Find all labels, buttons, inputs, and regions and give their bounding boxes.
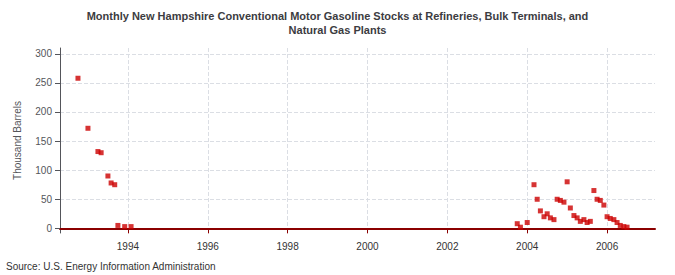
svg-text:2006: 2006: [596, 241, 619, 252]
svg-text:1998: 1998: [276, 241, 299, 252]
svg-text:1994: 1994: [117, 241, 140, 252]
svg-text:Monthly New Hampshire Conventi: Monthly New Hampshire Conventional Motor…: [87, 10, 589, 22]
svg-text:Natural Gas Plants: Natural Gas Plants: [289, 24, 387, 36]
svg-text:2004: 2004: [516, 241, 539, 252]
svg-text:1996: 1996: [197, 241, 220, 252]
svg-text:50: 50: [41, 194, 53, 205]
svg-text:2002: 2002: [436, 241, 459, 252]
svg-text:Thousand Barrels: Thousand Barrels: [12, 101, 23, 180]
svg-text:300: 300: [35, 48, 52, 59]
svg-text:200: 200: [35, 106, 52, 117]
svg-text:150: 150: [35, 136, 52, 147]
svg-text:100: 100: [35, 165, 52, 176]
svg-text:0: 0: [46, 223, 52, 234]
svg-text:2000: 2000: [356, 241, 379, 252]
svg-text:250: 250: [35, 77, 52, 88]
svg-text:Source: U.S. Energy Informatio: Source: U.S. Energy Information Administ…: [6, 261, 216, 272]
